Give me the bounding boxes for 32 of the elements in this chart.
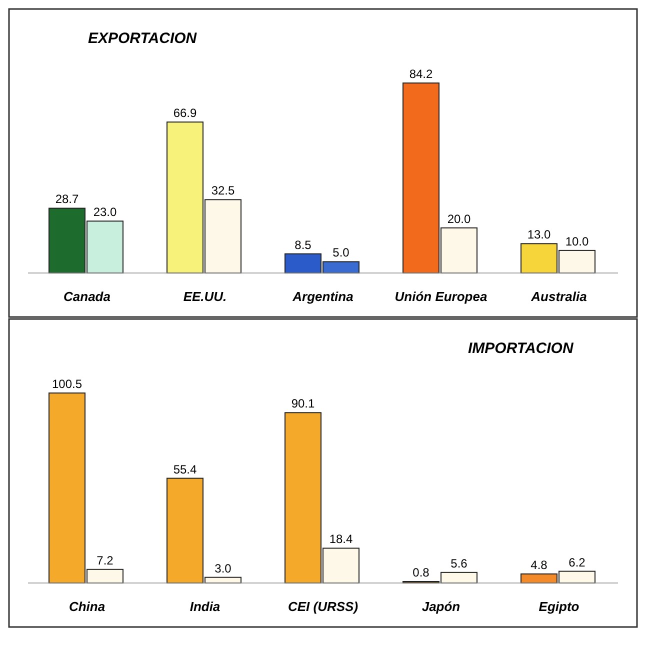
data-label: 5.6 [450, 556, 468, 570]
x-tick-label: India [190, 599, 220, 614]
x-tick-label: EE.UU. [183, 289, 227, 304]
chart-title: EXPORTACION [88, 30, 198, 47]
data-label: 20.0 [447, 212, 471, 226]
data-label: 13.0 [527, 228, 551, 242]
data-label: 0.8 [412, 565, 430, 580]
data-label: 10.0 [565, 234, 589, 248]
data-label: 55.4 [173, 462, 197, 476]
x-tick-label: Australia [530, 289, 587, 304]
data-label: 5.0 [332, 246, 350, 260]
x-tick-label: Argentina [292, 289, 354, 304]
data-label: 3.0 [214, 561, 232, 576]
data-label: 8.5 [294, 238, 312, 252]
chart-title: IMPORTACION [468, 340, 574, 357]
data-label: 66.9 [173, 106, 197, 120]
data-label: 7.2 [96, 553, 114, 568]
data-label: 6.2 [568, 555, 586, 570]
x-tick-label: Canada [64, 289, 110, 304]
data-label: 90.1 [291, 396, 315, 411]
x-tick-label: Japón [422, 599, 460, 614]
data-label: 32.5 [211, 184, 235, 198]
x-tick-label: China [68, 599, 106, 614]
data-label: 100.5 [52, 377, 82, 391]
x-tick-label: Unión Europea [394, 289, 488, 304]
data-label: 4.8 [530, 558, 548, 572]
data-label: 18.4 [329, 532, 353, 546]
x-tick-label: Egipto [538, 599, 580, 614]
x-tick-label: CEI (URSS) [288, 599, 358, 614]
data-label: 23.0 [93, 205, 117, 220]
data-label: 28.7 [55, 192, 79, 206]
data-label: 84.2 [409, 67, 433, 81]
